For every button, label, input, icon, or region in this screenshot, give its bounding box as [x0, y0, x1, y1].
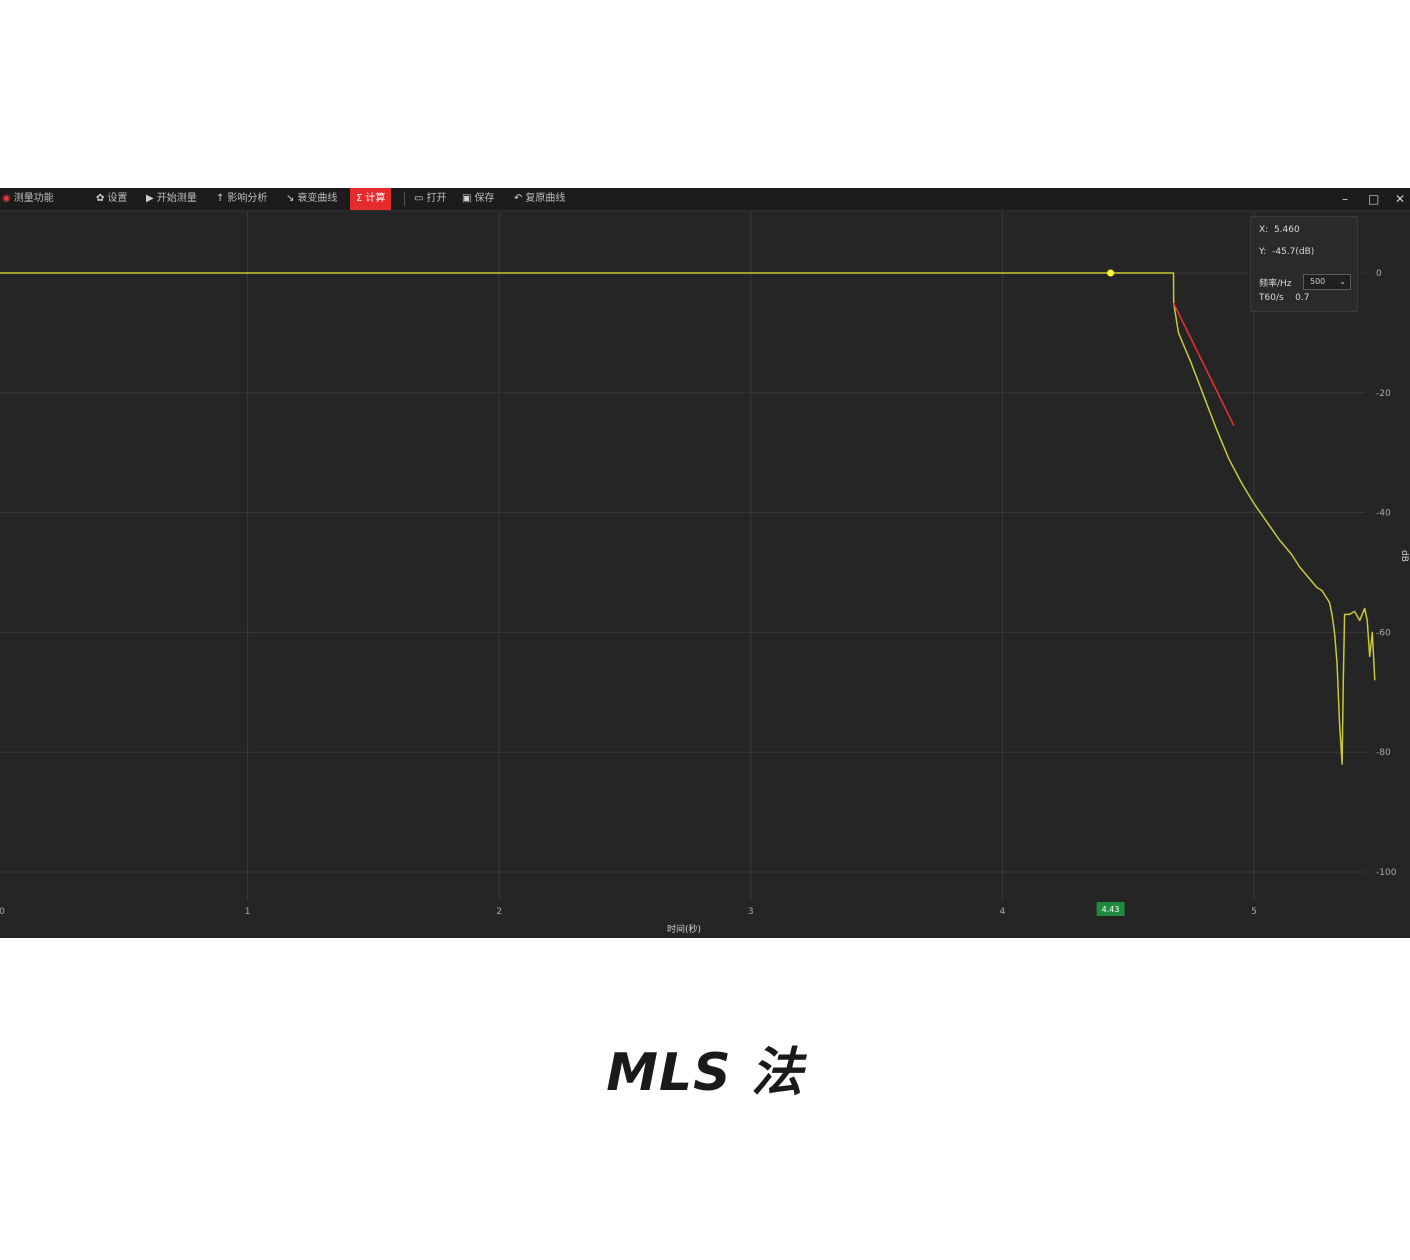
start-measure-button[interactable]: ▶ 开始测量: [146, 188, 197, 210]
reset-curve-label: 复原曲线: [525, 193, 566, 204]
decay-curve-button[interactable]: ↘ 衰变曲线: [286, 188, 337, 210]
y-tick-label-4: -80: [1376, 748, 1391, 758]
measure-menu-label: 测量功能: [13, 193, 54, 204]
measure-menu[interactable]: ◉ 测量功能: [2, 188, 54, 210]
x-marker-badge: [1096, 902, 1125, 916]
t60-label: T60/s: [1259, 293, 1284, 303]
x-readout-label: X:: [1259, 225, 1269, 235]
x-readout-value: 5.460: [1273, 225, 1300, 235]
cursor-readout-panel: X: 5.460 Y: -45.7(dB) 频率/Hz 500 ⌄ T60/s 0…: [1250, 216, 1358, 312]
close-button[interactable]: ✕: [1395, 192, 1406, 206]
caption: MLS 法: [606, 1043, 804, 1103]
y-tick-label-1: -20: [1376, 389, 1391, 399]
y-tick-label-0: 0: [1376, 269, 1382, 279]
freq-label: 频率/Hz: [1259, 279, 1292, 289]
decay-chart[interactable]: 0 1 2 3 4 5 0 -20 -40 -60 -80 -100 时间(秒) dB 4.43: [0, 188, 1410, 938]
fit-line: [1172, 302, 1235, 427]
open-button[interactable]: ▭ 打开: [414, 188, 446, 210]
minimize-button[interactable]: –: [1342, 192, 1348, 206]
frequency-select-value: 500: [1310, 277, 1326, 286]
save-icon: ▣: [462, 193, 472, 204]
arrow-up-icon: ↑: [216, 193, 225, 204]
reset-curve-button[interactable]: ↶ 复原曲线: [514, 188, 565, 210]
open-label: 打开: [426, 193, 447, 204]
x-tick-label-0: 0: [0, 907, 5, 917]
folder-icon: ▭: [414, 193, 424, 204]
y-readout-label: Y:: [1259, 247, 1267, 257]
calculate-label: 计算: [365, 193, 386, 204]
decay-curve-line: [0, 272, 1376, 765]
y-readout-value: -45.7(dB): [1272, 247, 1315, 257]
x-readout: X: 5.460: [1259, 225, 1300, 235]
import-label: 影响分析: [227, 193, 268, 204]
save-label: 保存: [474, 193, 495, 204]
record-icon: ◉: [2, 193, 11, 204]
settings-button[interactable]: ✿ 设置: [96, 188, 127, 210]
import-button[interactable]: ↑ 影响分析: [216, 188, 267, 210]
maximize-button[interactable]: □: [1368, 192, 1380, 206]
y-tick-label-3: -60: [1376, 628, 1391, 638]
t60-readout: T60/s 0.7: [1259, 293, 1309, 303]
x-tick-label-3: 3: [748, 907, 754, 917]
start-measure-label: 开始测量: [156, 193, 197, 204]
y-tick-label-2: -40: [1376, 509, 1391, 519]
frequency-select[interactable]: 500 ⌄: [1303, 274, 1351, 290]
t60-value: 0.7: [1295, 293, 1310, 303]
curve-icon: ↘: [286, 193, 295, 204]
app-window: ◉ 测量功能 ✿ 设置 ▶ 开始测量 ↑ 影响分析 ↘ 衰变曲线 Σ 计算 ▭ 打开 ▣ 保存 …: [0, 188, 1410, 938]
toolbar: ◉ 测量功能 ✿ 设置 ▶ 开始测量 ↑ 影响分析 ↘ 衰变曲线 Σ 计算 ▭ 打开 ▣ 保存 …: [0, 188, 1410, 211]
x-tick-label-1: 1: [245, 907, 251, 917]
x-tick-label-4: 4: [1000, 907, 1006, 917]
x-tick-label-5: 5: [1251, 907, 1257, 917]
chevron-down-icon: ⌄: [1339, 277, 1346, 286]
y-tick-label-5: -100: [1376, 868, 1397, 878]
x-axis-label: 时间(秒): [667, 923, 701, 935]
save-button[interactable]: ▣ 保存: [462, 188, 494, 210]
play-icon: ▶: [146, 193, 154, 204]
x-tick-label-2: 2: [496, 907, 502, 917]
toolbar-divider: [404, 192, 405, 206]
undo-icon: ↶: [514, 193, 523, 204]
y-axis-label: dB: [1399, 550, 1409, 562]
y-readout: Y: -45.7(dB): [1259, 247, 1314, 257]
calculate-button[interactable]: Σ 计算: [350, 188, 392, 210]
x-marker-badge-label: 4.43: [1102, 905, 1120, 914]
sigma-icon: Σ: [356, 193, 363, 204]
decay-curve-label: 衰变曲线: [297, 193, 338, 204]
settings-label: 设置: [107, 193, 128, 204]
gear-icon: ✿: [96, 193, 105, 204]
cursor-point-marker: [1107, 269, 1115, 277]
